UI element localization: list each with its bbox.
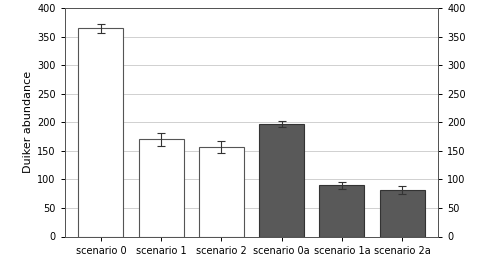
Y-axis label: Duiker abundance: Duiker abundance — [23, 71, 33, 174]
Bar — [199, 147, 244, 236]
Bar — [138, 139, 184, 236]
Bar — [78, 28, 124, 236]
Bar — [259, 124, 304, 236]
Bar — [319, 185, 365, 236]
Bar — [379, 190, 425, 236]
